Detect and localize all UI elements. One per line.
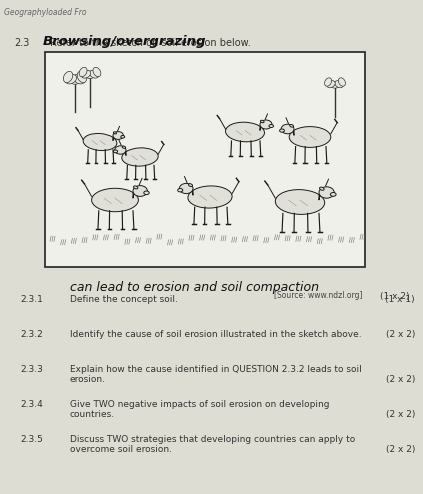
Ellipse shape — [269, 124, 274, 127]
Text: Identify the cause of soil erosion illustrated in the sketch above.: Identify the cause of soil erosion illus… — [70, 330, 362, 339]
Text: Refer to the sketch on soil erosion below.: Refer to the sketch on soil erosion belo… — [50, 38, 251, 48]
Ellipse shape — [93, 67, 101, 77]
Ellipse shape — [113, 131, 124, 139]
Ellipse shape — [133, 186, 147, 197]
Ellipse shape — [134, 186, 138, 189]
Text: countries.: countries. — [70, 410, 115, 419]
Text: Discuss TWO strategies that developing countries can apply to: Discuss TWO strategies that developing c… — [70, 435, 355, 444]
Text: Explain how the cause identified in QUESTION 2.3.2 leads to soil: Explain how the cause identified in QUES… — [70, 365, 362, 374]
Ellipse shape — [225, 122, 264, 142]
Ellipse shape — [188, 184, 192, 187]
Ellipse shape — [144, 191, 149, 195]
Ellipse shape — [281, 124, 294, 134]
Text: (2 x 2): (2 x 2) — [386, 445, 415, 454]
Text: 2.3.4: 2.3.4 — [20, 400, 43, 409]
Text: (1 x 2): (1 x 2) — [381, 292, 410, 301]
Text: 2.3.3: 2.3.3 — [20, 365, 43, 374]
Ellipse shape — [74, 75, 85, 84]
Ellipse shape — [79, 67, 87, 77]
Text: erosion.: erosion. — [70, 375, 106, 384]
Polygon shape — [260, 122, 261, 130]
Ellipse shape — [115, 146, 126, 154]
Ellipse shape — [330, 193, 336, 196]
Text: Geographyloaded Fro: Geographyloaded Fro — [4, 8, 86, 17]
Ellipse shape — [77, 72, 87, 82]
Ellipse shape — [178, 189, 183, 192]
Text: (1 x 1): (1 x 1) — [385, 295, 415, 304]
Text: (2 x 2): (2 x 2) — [386, 330, 415, 339]
Text: Give TWO negative impacts of soil erosion on developing: Give TWO negative impacts of soil erosio… — [70, 400, 330, 409]
Text: overcome soil erosion.: overcome soil erosion. — [70, 445, 172, 454]
Text: 2.3.5: 2.3.5 — [20, 435, 43, 444]
Ellipse shape — [89, 70, 99, 78]
Ellipse shape — [113, 132, 116, 134]
Ellipse shape — [66, 75, 77, 84]
Ellipse shape — [327, 81, 335, 88]
Text: Browsing/overgrazing: Browsing/overgrazing — [43, 35, 206, 48]
Polygon shape — [191, 185, 193, 195]
Polygon shape — [292, 126, 294, 135]
Ellipse shape — [280, 129, 284, 132]
Polygon shape — [125, 147, 126, 156]
Text: Define the concept soil.: Define the concept soil. — [70, 295, 178, 304]
Ellipse shape — [122, 146, 126, 148]
Polygon shape — [113, 133, 114, 141]
Ellipse shape — [69, 76, 81, 84]
Text: 2.3.2: 2.3.2 — [20, 330, 43, 339]
Ellipse shape — [324, 78, 332, 86]
Text: (2 x 2): (2 x 2) — [386, 375, 415, 384]
Polygon shape — [133, 187, 135, 198]
Ellipse shape — [81, 70, 91, 78]
Ellipse shape — [63, 72, 73, 82]
Ellipse shape — [290, 124, 294, 127]
Text: can lead to erosion and soil compaction: can lead to erosion and soil compaction — [71, 281, 319, 294]
Ellipse shape — [289, 126, 331, 147]
Text: 2.3.1: 2.3.1 — [20, 295, 43, 304]
Ellipse shape — [113, 150, 118, 153]
Ellipse shape — [92, 188, 138, 212]
Ellipse shape — [330, 82, 340, 88]
Ellipse shape — [83, 133, 117, 151]
Bar — [45, 52, 365, 267]
Ellipse shape — [121, 135, 125, 138]
Ellipse shape — [260, 120, 272, 129]
Ellipse shape — [261, 120, 264, 123]
Text: 2.3: 2.3 — [14, 38, 29, 48]
Text: (2 x 2): (2 x 2) — [386, 410, 415, 419]
Ellipse shape — [122, 148, 158, 166]
Text: [Source: www.ndzl.org]: [Source: www.ndzl.org] — [275, 291, 363, 300]
Polygon shape — [319, 189, 321, 200]
Ellipse shape — [275, 190, 325, 214]
Ellipse shape — [338, 78, 346, 86]
Ellipse shape — [85, 72, 95, 79]
Ellipse shape — [188, 186, 232, 208]
Ellipse shape — [179, 183, 193, 194]
Ellipse shape — [319, 187, 324, 190]
Ellipse shape — [319, 187, 334, 198]
Ellipse shape — [335, 81, 343, 88]
